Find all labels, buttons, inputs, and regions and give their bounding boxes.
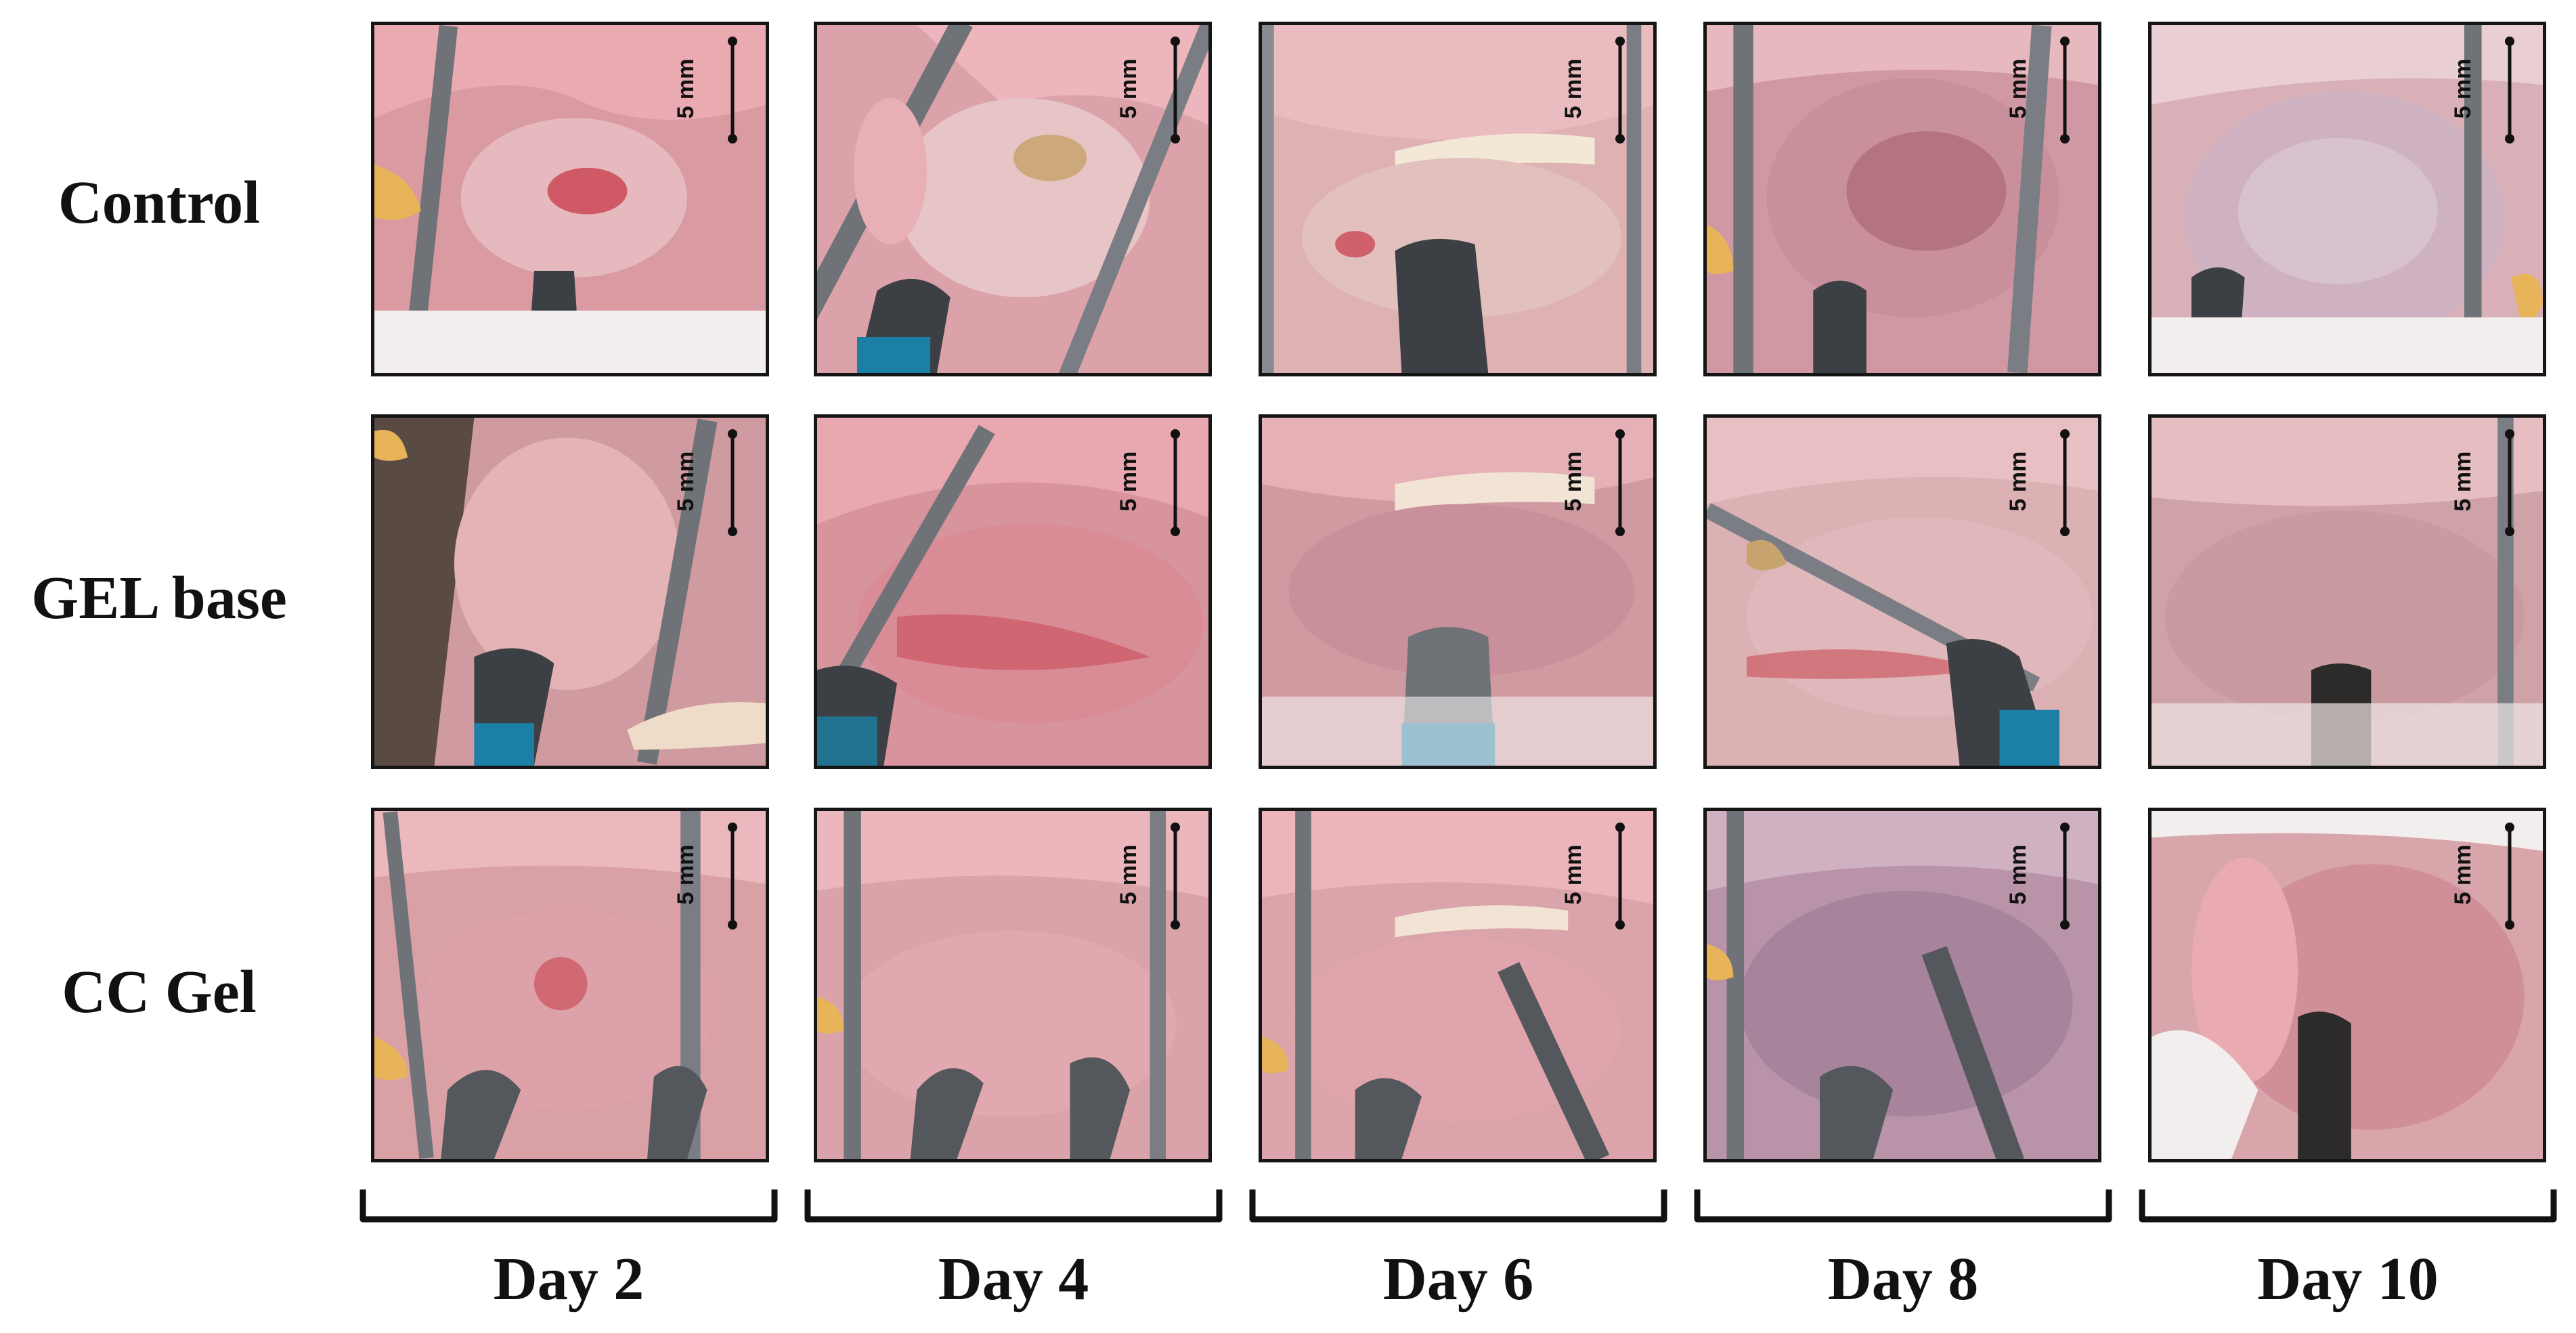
scale-bar-label: 5 mm (1116, 844, 1141, 905)
scale-bar-icon (728, 823, 737, 930)
row-label-cc-gel: CC Gel (62, 959, 257, 1026)
scale-bar-label: 5 mm (673, 58, 699, 119)
photo-gel-base-day-4: 5 mm (814, 414, 1212, 769)
oral-photo-image (1707, 418, 2098, 766)
scale-bar: 5 mm (2450, 429, 2520, 537)
scale-bar-label: 5 mm (2005, 844, 2031, 905)
oral-photo-image (1262, 811, 1653, 1159)
photo-control-day-8: 5 mm (1703, 22, 2101, 376)
row-label-gel-base: GEL base (31, 565, 287, 632)
scale-bar-label: 5 mm (1116, 58, 1141, 119)
oral-photo-image (2152, 811, 2543, 1159)
scale-bar-icon (728, 37, 737, 144)
photo-gel-base-day-6: 5 mm (1259, 414, 1657, 769)
scale-bar: 5 mm (2005, 36, 2075, 144)
scale-bar-icon (2505, 429, 2514, 536)
column-label-day-10: Day 10 (2257, 1246, 2439, 1313)
photo-gel-base-day-2: 5 mm (371, 414, 769, 769)
scale-bar-icon (2505, 37, 2514, 144)
photo-control-day-4: 5 mm (814, 22, 1212, 376)
scale-bar-icon (2060, 823, 2070, 930)
scale-bar: 5 mm (1116, 36, 1185, 144)
scale-bar-label: 5 mm (2450, 58, 2476, 119)
oral-photo-image (374, 811, 766, 1159)
scale-bar: 5 mm (673, 36, 743, 144)
oral-photo-image (817, 418, 1208, 766)
scale-bar-label: 5 mm (673, 451, 699, 512)
scale-bar-label: 5 mm (1116, 451, 1141, 512)
column-label-day-6: Day 6 (1382, 1246, 1534, 1313)
scale-bar-label: 5 mm (2005, 58, 2031, 119)
scale-bar: 5 mm (2005, 429, 2075, 537)
scale-bar: 5 mm (1560, 429, 1630, 537)
scale-bar-icon (2060, 37, 2070, 144)
scale-bar: 5 mm (673, 822, 743, 930)
column-bracket (2139, 1189, 2557, 1223)
scale-bar: 5 mm (1560, 36, 1630, 144)
scale-bar-label: 5 mm (673, 844, 699, 905)
oral-photo-image (1707, 811, 2098, 1159)
oral-photo-image (817, 811, 1208, 1159)
scale-bar-icon (1615, 429, 1625, 536)
photo-gel-base-day-8: 5 mm (1703, 414, 2101, 769)
scale-bar-icon (728, 429, 737, 536)
scale-bar: 5 mm (1560, 822, 1630, 930)
scale-bar-icon (1171, 429, 1180, 536)
photo-gel-base-day-10: 5 mm (2148, 414, 2546, 769)
column-bracket (359, 1189, 778, 1223)
scale-bar: 5 mm (1116, 429, 1185, 537)
oral-photo-image (2152, 25, 2543, 373)
oral-photo-image (374, 418, 766, 766)
row-label-control: Control (58, 169, 261, 236)
scale-bar-label: 5 mm (1560, 844, 1586, 905)
scale-bar: 5 mm (673, 429, 743, 537)
column-bracket (804, 1189, 1223, 1223)
scale-bar-label: 5 mm (1560, 58, 1586, 119)
photo-control-day-10: 5 mm (2148, 22, 2546, 376)
photo-cc-gel-day-2: 5 mm (371, 808, 769, 1162)
oral-photo-image (374, 25, 766, 373)
photo-cc-gel-day-10: 5 mm (2148, 808, 2546, 1162)
photo-control-day-6: 5 mm (1259, 22, 1657, 376)
oral-photo-image (1262, 418, 1653, 766)
column-bracket (1249, 1189, 1667, 1223)
oral-photo-image (1262, 25, 1653, 373)
scale-bar-label: 5 mm (1560, 451, 1586, 512)
scale-bar: 5 mm (2450, 36, 2520, 144)
oral-photo-image (1707, 25, 2098, 373)
scale-bar-icon (1615, 37, 1625, 144)
scale-bar-icon (1171, 823, 1180, 930)
scale-bar-label: 5 mm (2005, 451, 2031, 512)
scale-bar: 5 mm (2450, 822, 2520, 930)
scale-bar-icon (1171, 37, 1180, 144)
column-bracket (1694, 1189, 2112, 1223)
scale-bar-icon (2060, 429, 2070, 536)
photo-cc-gel-day-6: 5 mm (1259, 808, 1657, 1162)
column-label-day-2: Day 2 (493, 1246, 645, 1313)
oral-photo-image (817, 25, 1208, 373)
photo-cc-gel-day-8: 5 mm (1703, 808, 2101, 1162)
scale-bar-icon (2505, 823, 2514, 930)
column-label-day-4: Day 4 (938, 1246, 1089, 1313)
scale-bar-icon (1615, 823, 1625, 930)
scale-bar: 5 mm (1116, 822, 1185, 930)
oral-photo-image (2152, 418, 2543, 766)
scale-bar: 5 mm (2005, 822, 2075, 930)
scale-bar-label: 5 mm (2450, 844, 2476, 905)
scale-bar-label: 5 mm (2450, 451, 2476, 512)
photo-control-day-2: 5 mm (371, 22, 769, 376)
column-label-day-8: Day 8 (1827, 1246, 1979, 1313)
photo-cc-gel-day-4: 5 mm (814, 808, 1212, 1162)
